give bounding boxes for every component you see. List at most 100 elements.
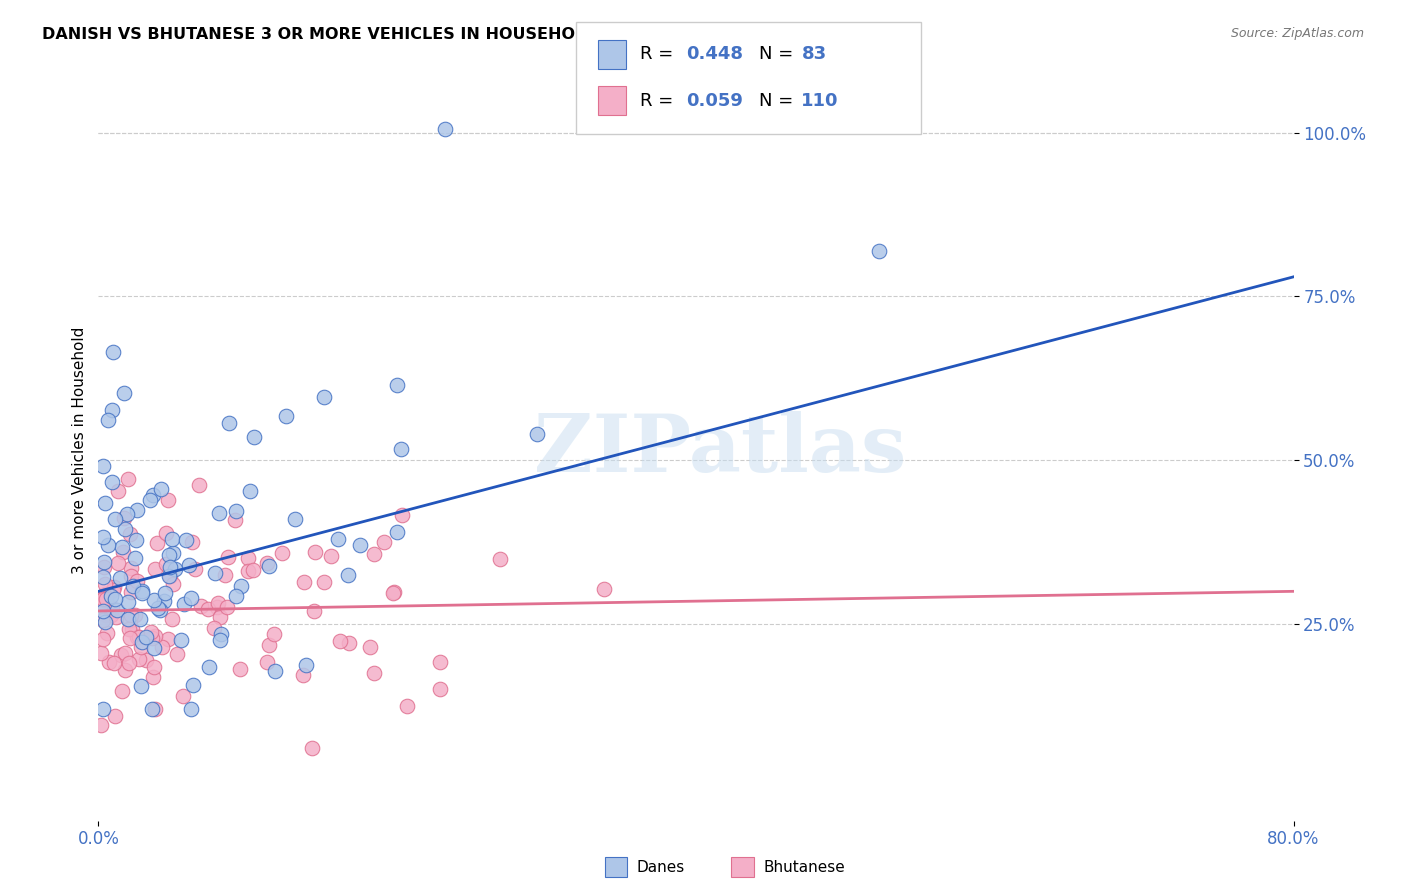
Point: [131, 635, 153, 649]
Point: [190, 599, 212, 614]
Text: 83: 83: [801, 45, 827, 63]
Point: [384, 585, 406, 599]
Point: [117, 622, 139, 636]
Text: R =: R =: [640, 45, 679, 63]
Point: [181, 677, 204, 691]
Point: [291, 668, 314, 682]
Point: [157, 548, 180, 562]
Point: [131, 584, 153, 599]
Point: [94, 592, 117, 607]
Point: [120, 631, 142, 645]
Point: [101, 475, 124, 489]
Point: [98, 655, 121, 669]
Point: [160, 612, 183, 626]
Point: [146, 600, 169, 615]
Point: [173, 598, 195, 612]
Point: [104, 609, 127, 624]
Point: [143, 629, 166, 643]
Point: [363, 547, 385, 561]
Point: [91, 614, 114, 628]
Point: [229, 662, 252, 676]
Point: [314, 575, 336, 590]
Point: [125, 533, 148, 548]
Point: [125, 503, 148, 517]
Point: [103, 656, 125, 670]
Point: [94, 615, 117, 630]
Point: [91, 459, 114, 474]
Point: [177, 558, 200, 572]
Point: [217, 599, 239, 614]
Point: [107, 483, 129, 498]
Point: [141, 631, 163, 645]
Point: [101, 403, 124, 417]
Text: Source: ZipAtlas.com: Source: ZipAtlas.com: [1230, 27, 1364, 40]
Point: [256, 556, 278, 570]
Point: [124, 608, 146, 623]
Point: [93, 592, 115, 607]
Point: [117, 595, 139, 609]
Point: [295, 658, 318, 673]
Point: [96, 587, 118, 601]
Point: [155, 525, 177, 540]
Point: [263, 627, 285, 641]
Point: [214, 568, 236, 582]
Point: [159, 559, 181, 574]
Point: [117, 472, 139, 486]
Point: [395, 698, 418, 713]
Point: [157, 632, 180, 646]
Point: [198, 660, 221, 674]
Text: N =: N =: [759, 92, 799, 110]
Point: [239, 484, 262, 499]
Text: N =: N =: [759, 45, 799, 63]
Point: [94, 495, 117, 509]
Point: [489, 552, 512, 566]
Point: [103, 583, 125, 598]
Point: [157, 569, 180, 583]
Point: [117, 656, 139, 670]
Text: 110: 110: [801, 92, 839, 110]
Text: Danes: Danes: [637, 860, 685, 874]
Point: [112, 385, 135, 400]
Point: [301, 741, 323, 756]
Point: [387, 378, 409, 392]
Point: [110, 648, 132, 662]
Point: [91, 592, 114, 607]
Point: [197, 602, 219, 616]
Point: [160, 532, 183, 546]
Point: [172, 690, 194, 704]
Point: [120, 585, 142, 599]
Point: [302, 604, 325, 618]
Point: [385, 524, 408, 539]
Point: [592, 582, 614, 597]
Point: [121, 579, 143, 593]
Point: [218, 416, 240, 430]
Point: [205, 600, 228, 615]
Point: [107, 556, 129, 570]
Point: [243, 430, 266, 444]
Point: [217, 549, 239, 564]
Point: [868, 244, 890, 258]
Point: [128, 652, 150, 666]
Text: 0.059: 0.059: [686, 92, 742, 110]
Point: [97, 538, 120, 552]
Point: [142, 670, 165, 684]
Point: [93, 560, 115, 574]
Point: [336, 567, 359, 582]
Point: [100, 589, 122, 603]
Point: [120, 569, 142, 583]
Point: [292, 575, 315, 590]
Point: [91, 702, 114, 716]
Point: [180, 591, 202, 605]
Point: [526, 427, 548, 442]
Text: Bhutanese: Bhutanese: [763, 860, 845, 874]
Point: [135, 653, 157, 667]
Point: [328, 532, 350, 546]
Point: [142, 592, 165, 607]
Point: [90, 646, 112, 660]
Point: [155, 557, 177, 571]
Point: [271, 546, 294, 560]
Point: [314, 390, 336, 404]
Point: [349, 538, 371, 552]
Point: [146, 535, 169, 549]
Point: [143, 702, 166, 716]
